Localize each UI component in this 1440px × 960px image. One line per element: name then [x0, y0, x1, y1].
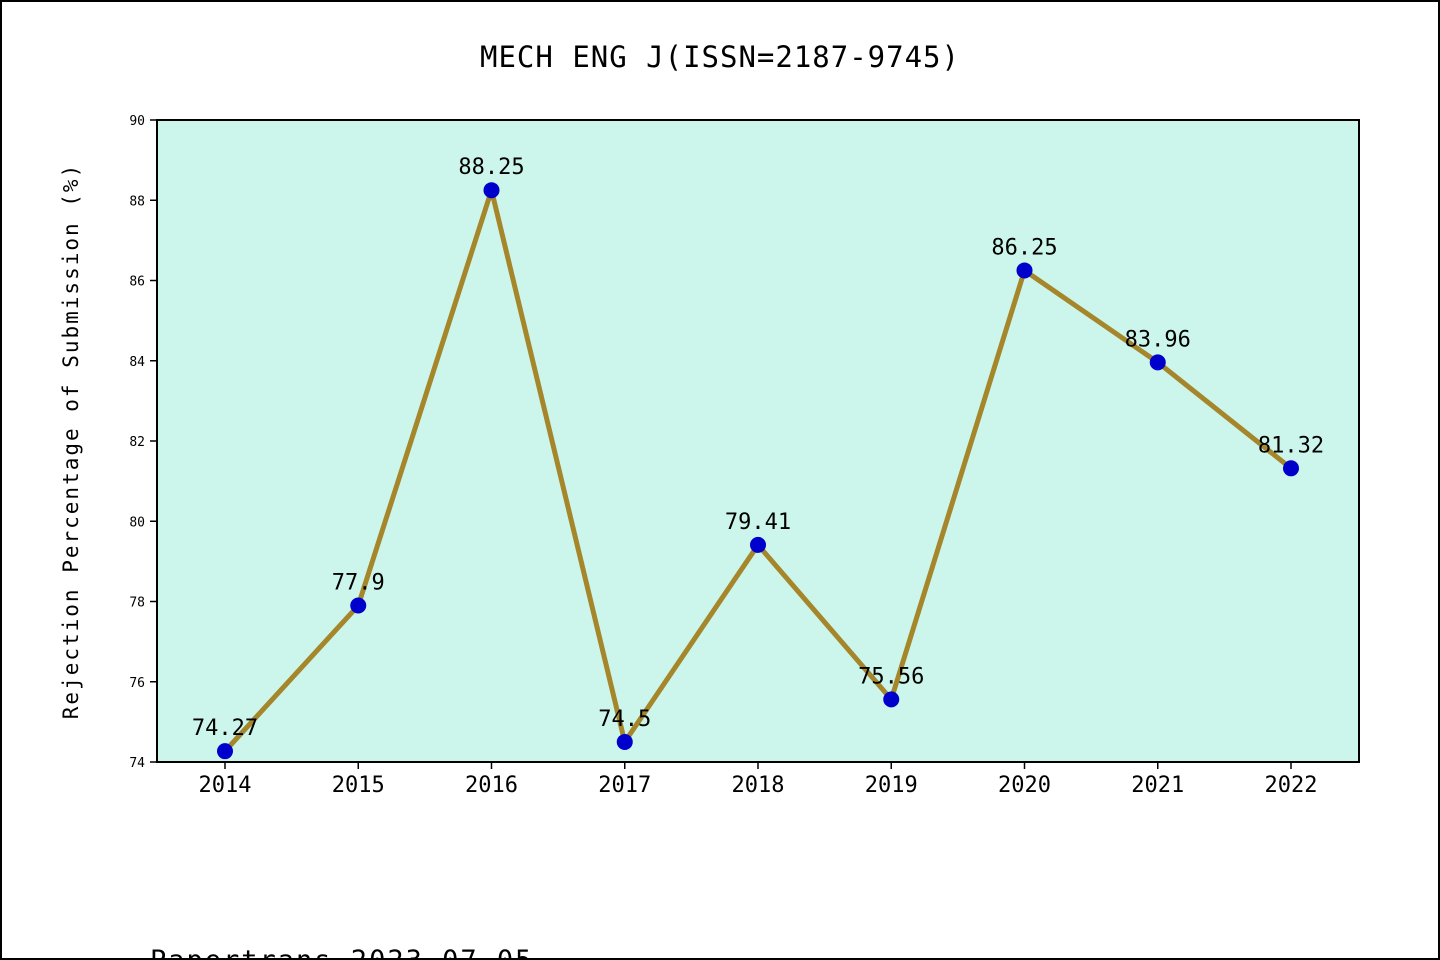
data-point-label: 86.25 — [991, 235, 1057, 260]
x-tick-label: 2020 — [998, 773, 1051, 798]
data-point — [1016, 262, 1033, 279]
x-tick-label: 2022 — [1265, 773, 1318, 798]
y-tick-label: 88 — [129, 194, 145, 209]
data-point — [750, 536, 766, 553]
data-point — [1283, 460, 1299, 477]
y-tick-label: 76 — [129, 676, 145, 691]
data-point-label: 77.9 — [332, 571, 385, 596]
x-tick-label: 2014 — [199, 773, 252, 798]
data-point — [883, 691, 900, 708]
x-tick-label: 2017 — [598, 773, 651, 798]
y-tick-label: 90 — [129, 114, 145, 129]
y-tick-label: 82 — [129, 435, 145, 450]
data-point — [483, 182, 500, 199]
x-tick-label: 2015 — [332, 773, 385, 798]
data-point-label: 74.5 — [598, 707, 651, 732]
data-point — [1149, 354, 1166, 371]
footer-watermark: Papertrans 2023-07-05 — [150, 936, 533, 958]
data-point-label: 74.27 — [192, 716, 258, 741]
y-tick-label: 78 — [129, 596, 145, 611]
x-tick-label: 2018 — [732, 773, 785, 798]
data-point — [350, 597, 367, 614]
data-point-label: 75.56 — [858, 664, 924, 689]
data-point-label: 88.25 — [458, 155, 524, 180]
y-tick-label: 84 — [129, 355, 145, 370]
chart-title: MECH ENG J(ISSN=2187-9745) — [480, 40, 960, 74]
x-tick-label: 2016 — [465, 773, 518, 798]
y-tick-label: 74 — [129, 756, 145, 771]
footer: Papertrans 2023-07-05 Copyright_02 — [150, 836, 533, 958]
data-point — [616, 733, 633, 750]
data-point-label: 81.32 — [1258, 433, 1324, 458]
x-tick-label: 2019 — [865, 773, 918, 798]
y-tick-label: 80 — [129, 515, 145, 530]
y-tick-label: 86 — [129, 275, 145, 290]
plot-area — [156, 119, 1360, 763]
data-point-label: 79.41 — [725, 510, 791, 535]
data-point — [217, 743, 233, 760]
x-tick-label: 2021 — [1131, 773, 1184, 798]
y-axis-label: Rejection Percentage of Submission (%) — [59, 163, 83, 719]
data-point-label: 83.96 — [1125, 327, 1191, 352]
